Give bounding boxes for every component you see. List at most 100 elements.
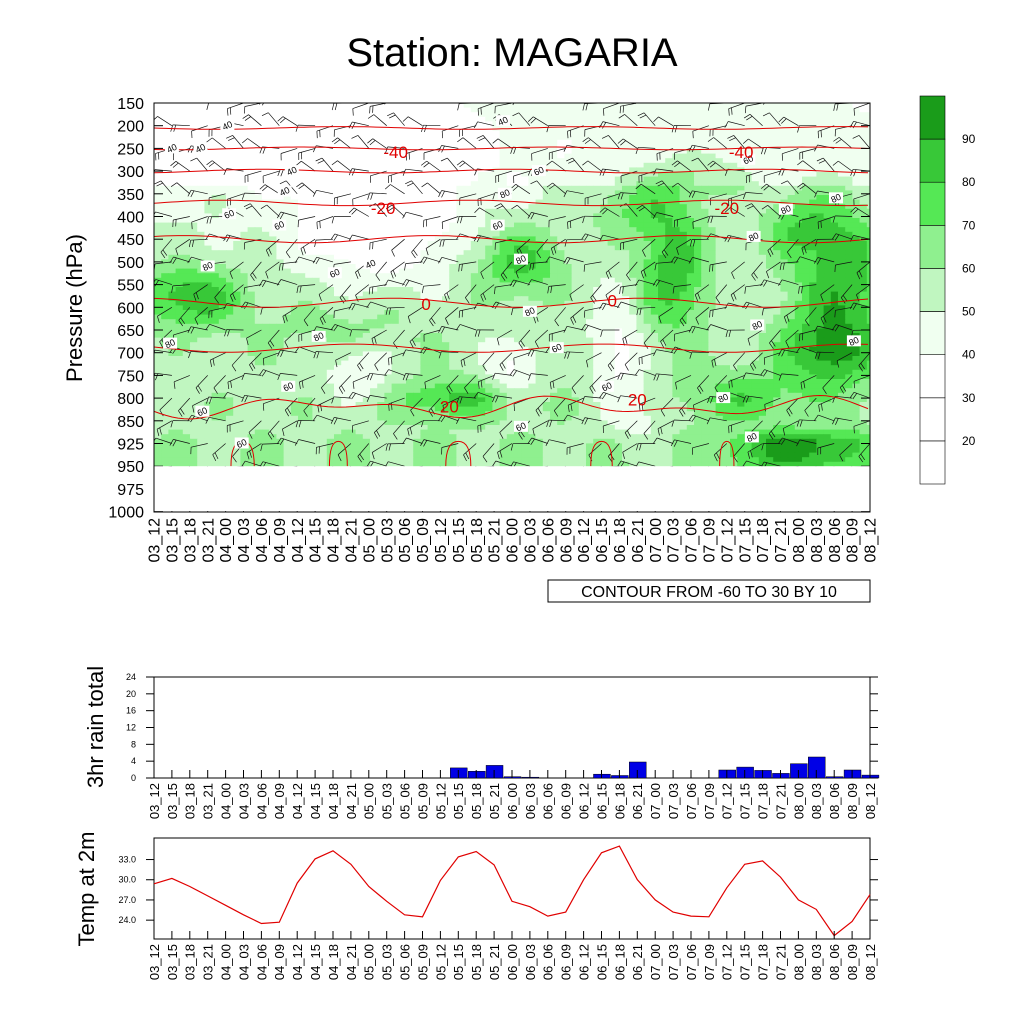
humidity-cell xyxy=(254,121,263,127)
humidity-cell xyxy=(190,103,198,109)
humidity-cell xyxy=(766,245,774,251)
humidity-cell xyxy=(766,222,774,228)
humidity-cell xyxy=(226,291,234,297)
humidity-cell xyxy=(866,264,870,270)
humidity-cell xyxy=(866,172,870,178)
humidity-cell xyxy=(578,172,587,178)
humidity-cell xyxy=(665,319,673,325)
humidity-cell xyxy=(859,185,868,191)
humidity-cell xyxy=(593,231,601,237)
humidity-cell xyxy=(852,319,861,325)
humidity-cell xyxy=(751,130,760,136)
humidity-cell xyxy=(161,291,169,297)
humidity-cell xyxy=(449,135,457,141)
humidity-cell xyxy=(845,144,853,150)
humidity-cell xyxy=(254,162,263,168)
humidity-cell xyxy=(780,236,789,242)
humidity-cell xyxy=(355,222,364,228)
humidity-cell xyxy=(600,245,609,251)
humidity-cell xyxy=(550,245,558,251)
humidity-cell xyxy=(370,158,378,164)
humidity-cell xyxy=(593,107,601,113)
humidity-cell xyxy=(298,310,306,316)
humidity-cell xyxy=(629,172,637,178)
humidity-cell xyxy=(442,259,450,265)
humidity-cell xyxy=(456,139,465,145)
humidity-cell xyxy=(355,107,364,113)
humidity-cell xyxy=(809,181,817,187)
humidity-cell xyxy=(391,199,400,205)
humidity-cell xyxy=(758,162,767,168)
humidity-cell xyxy=(629,287,637,293)
humidity-cell xyxy=(298,319,306,325)
humidity-cell xyxy=(542,319,551,325)
humidity-cell xyxy=(830,139,839,145)
humidity-cell xyxy=(442,208,450,214)
humidity-cell xyxy=(218,241,227,247)
humidity-cell xyxy=(190,176,198,182)
humidity-cell xyxy=(427,241,436,247)
humidity-cell xyxy=(290,268,299,274)
humidity-cell xyxy=(492,264,501,270)
humidity-cell xyxy=(312,227,321,233)
humidity-cell xyxy=(528,190,537,196)
humidity-cell xyxy=(485,149,493,155)
humidity-cell xyxy=(190,107,198,113)
humidity-cell xyxy=(586,296,594,302)
humidity-cell xyxy=(535,305,544,311)
humidity-cell xyxy=(276,328,285,334)
humidity-cell xyxy=(470,181,479,187)
humidity-cell xyxy=(672,264,681,270)
humidity-cell xyxy=(442,254,450,260)
humidity-cell xyxy=(528,116,537,122)
humidity-cell xyxy=(305,259,313,265)
humidity-cell xyxy=(744,218,753,224)
humidity-cell xyxy=(492,130,501,136)
humidity-cell xyxy=(751,162,760,168)
humidity-cell xyxy=(672,112,681,118)
humidity-cell xyxy=(636,231,645,237)
humidity-cell xyxy=(571,259,580,265)
humidity-cell xyxy=(557,139,565,145)
humidity-cell xyxy=(247,300,256,306)
humidity-cell xyxy=(506,130,515,136)
humidity-cell xyxy=(305,153,313,159)
humidity-cell xyxy=(823,227,832,233)
humidity-cell xyxy=(708,204,717,210)
humidity-cell xyxy=(269,241,277,247)
humidity-cell xyxy=(758,181,767,187)
humidity-cell xyxy=(838,112,846,118)
humidity-cell xyxy=(607,291,616,297)
humidity-cell xyxy=(816,139,825,145)
humidity-cell xyxy=(355,254,364,260)
humidity-cell xyxy=(182,268,191,274)
humidity-cell xyxy=(550,162,558,168)
humidity-cell xyxy=(571,241,580,247)
humidity-cell xyxy=(550,296,558,302)
humidity-cell xyxy=(218,236,227,242)
humidity-cell xyxy=(398,199,407,205)
humidity-cell xyxy=(262,139,270,145)
humidity-cell xyxy=(319,149,328,155)
humidity-cell xyxy=(168,158,177,164)
humidity-cell xyxy=(564,190,573,196)
humidity-cell xyxy=(247,236,256,242)
humidity-cell xyxy=(334,172,342,178)
humidity-cell xyxy=(528,254,537,260)
humidity-cell xyxy=(233,282,241,288)
humidity-cell xyxy=(600,213,609,219)
humidity-cell xyxy=(499,319,508,325)
humidity-cell xyxy=(305,162,313,168)
humidity-cell xyxy=(326,181,335,187)
humidity-cell xyxy=(535,176,544,182)
humidity-cell xyxy=(406,107,414,113)
humidity-cell xyxy=(406,103,414,109)
humidity-cell xyxy=(348,208,357,214)
humidity-cell xyxy=(535,287,544,293)
humidity-cell xyxy=(341,264,349,270)
humidity-cell xyxy=(794,190,803,196)
humidity-cell xyxy=(398,277,407,283)
humidity-cell xyxy=(758,139,767,145)
humidity-cell xyxy=(348,139,357,145)
humidity-cell xyxy=(679,218,688,224)
